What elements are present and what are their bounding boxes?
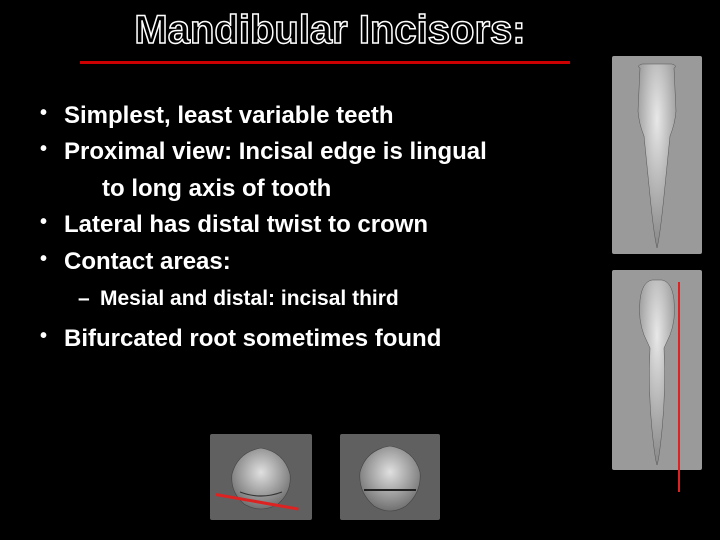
tooth-image-incisal-left (210, 434, 312, 520)
bullet-list: Simplest, least variable teeth Proximal … (30, 100, 600, 356)
bullet-2: Proximal view: Incisal edge is lingual (30, 136, 600, 168)
slide-title: Mandibular Incisors: (50, 0, 610, 59)
tooth-image-proximal (612, 270, 702, 470)
red-axis-line (678, 282, 681, 492)
bullet-5: Bifurcated root sometimes found (30, 323, 600, 355)
tooth-image-incisal-right (340, 434, 440, 520)
title-underline (80, 61, 570, 64)
bullet-2-continuation: to long axis of tooth (30, 173, 600, 205)
bullet-1: Simplest, least variable teeth (30, 100, 600, 132)
bullet-4: Contact areas: (30, 246, 600, 278)
bullet-3: Lateral has distal twist to crown (30, 209, 600, 241)
tooth-image-labial (612, 56, 702, 254)
sub-bullet-1: Mesial and distal: incisal third (30, 284, 600, 313)
